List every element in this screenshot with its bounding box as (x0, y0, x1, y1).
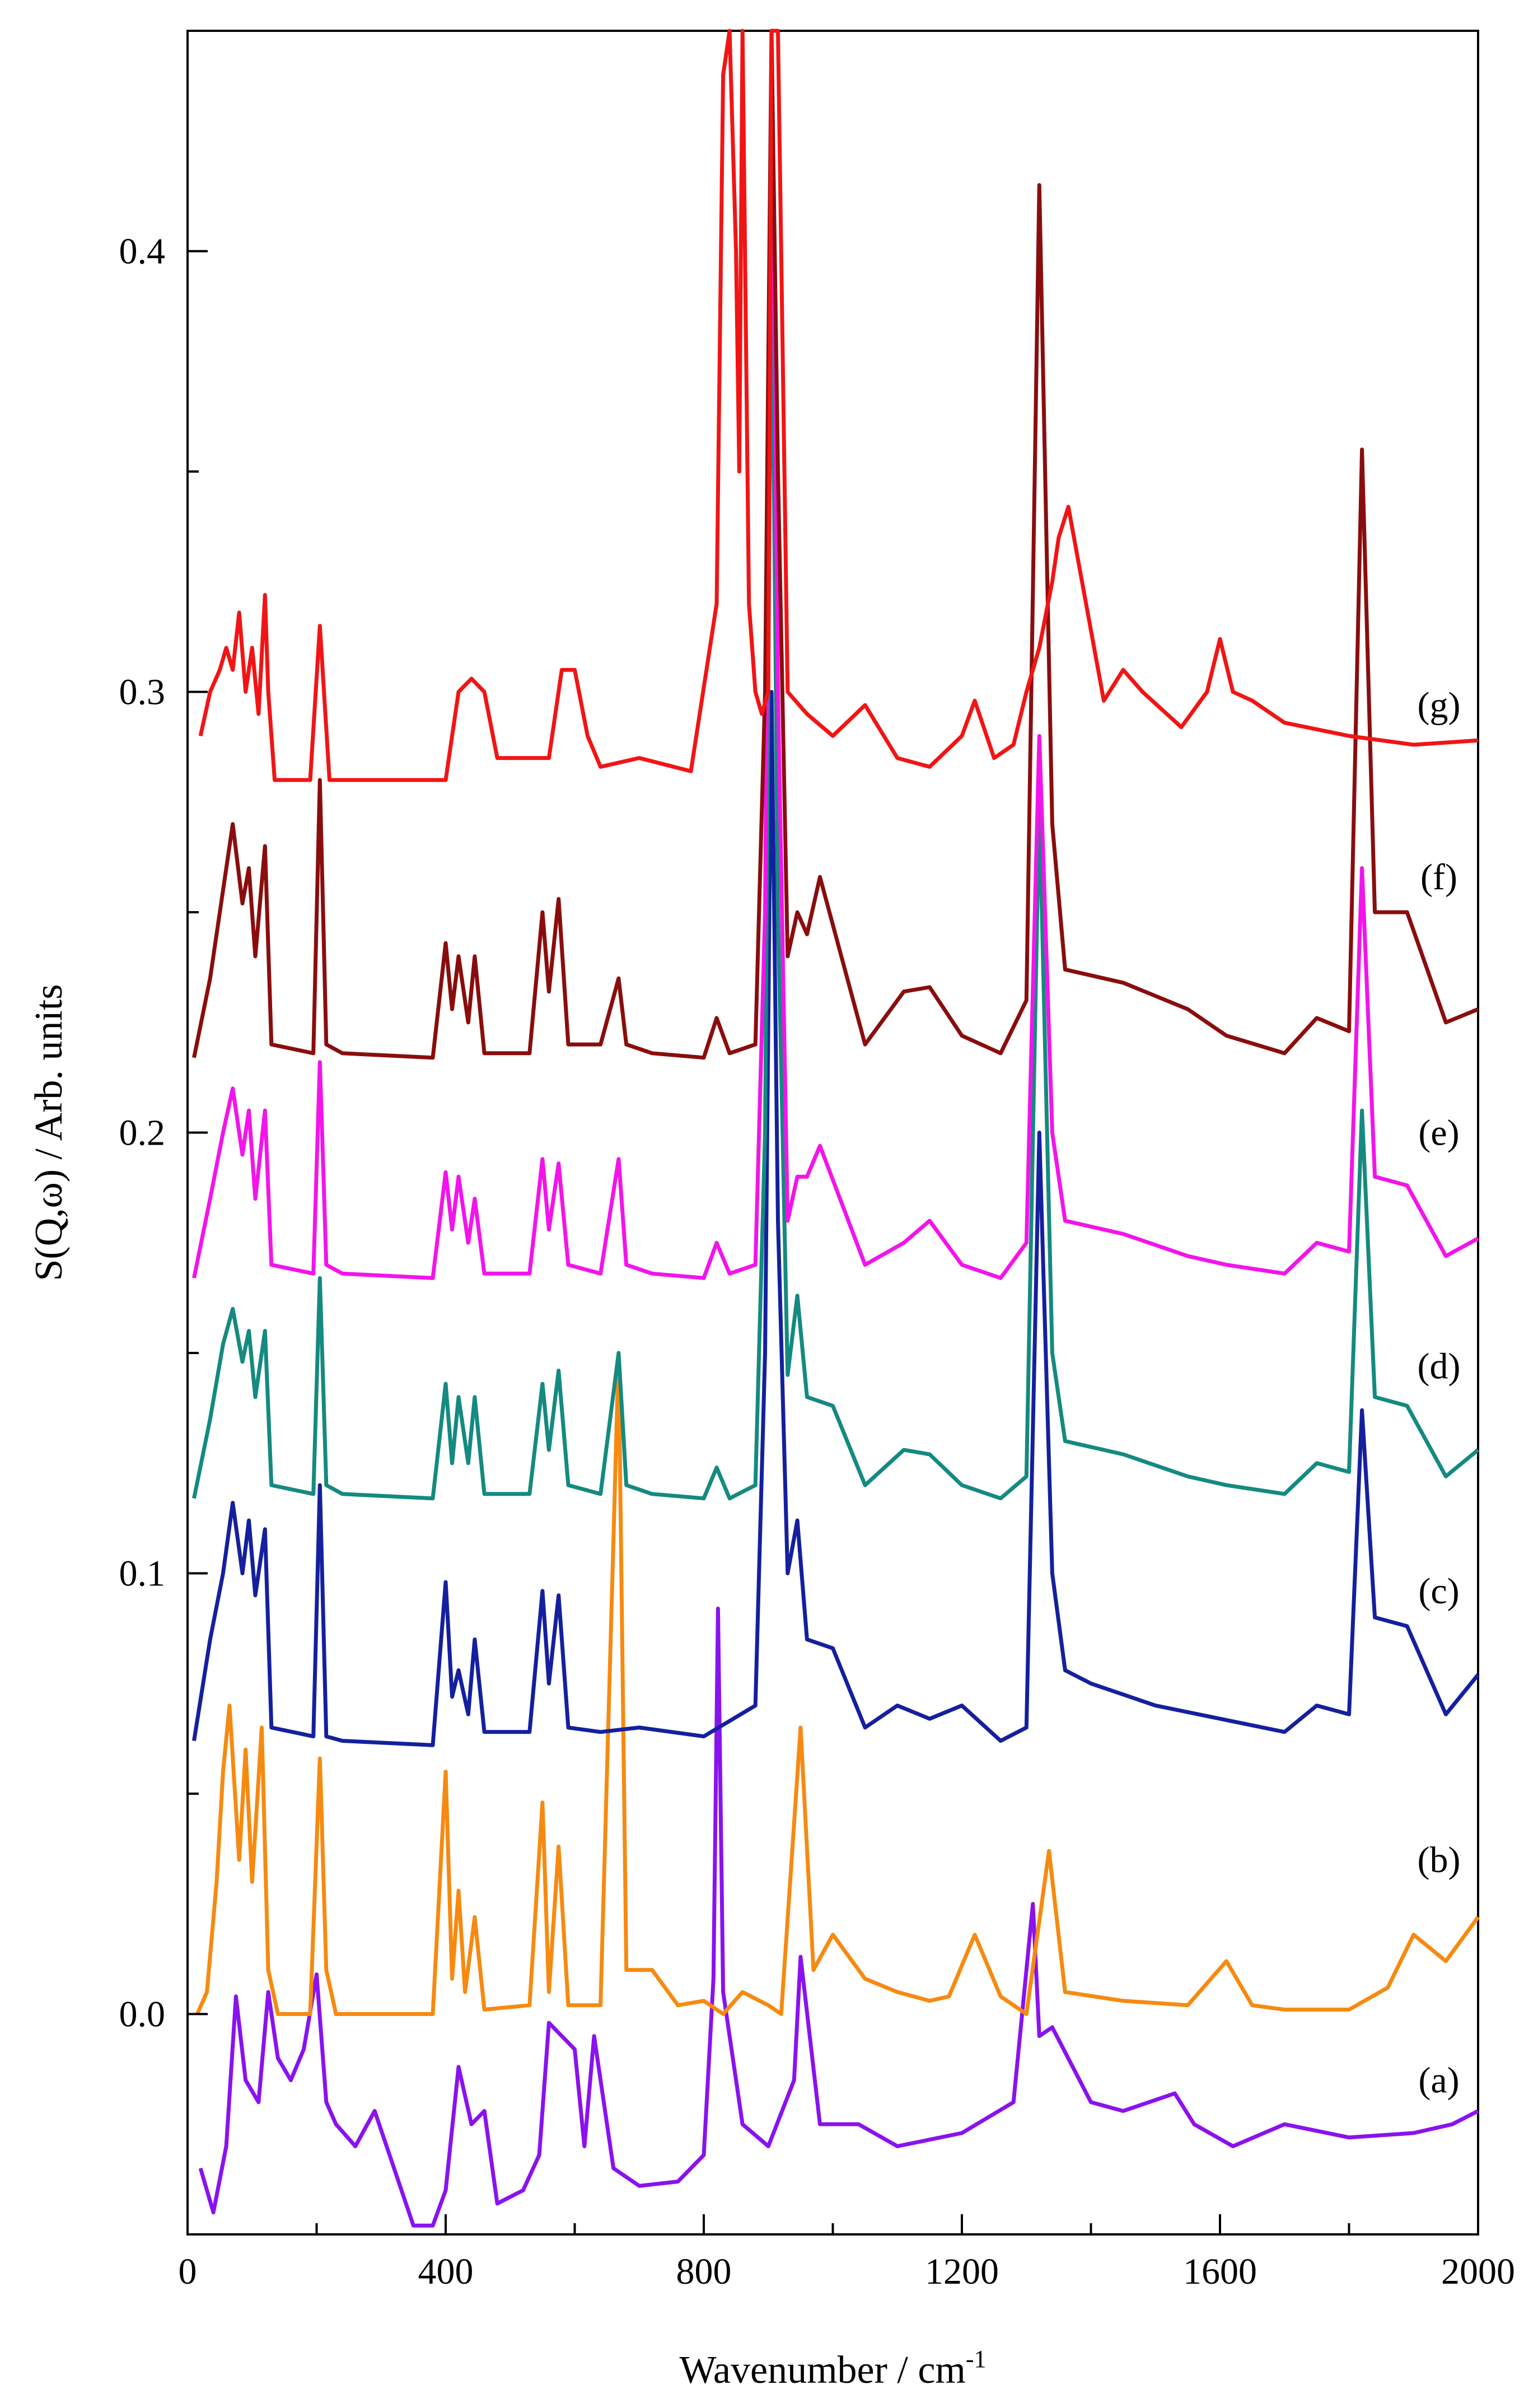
x-tick-label: 0 (179, 2251, 197, 2292)
y-tick-label: 0.2 (119, 1113, 166, 1154)
series-label: (c) (1418, 1571, 1459, 1612)
series-line-g (198, 29, 1479, 782)
series-line-c (192, 690, 1480, 1747)
axis-layer: 0 400 800 1200 1600 2000 0.0 0.1 0.2 0.3 0.4 Wavenu… (27, 30, 1515, 2392)
y-tick-label: 0.4 (119, 231, 166, 272)
plot-frame (186, 30, 1479, 2236)
y-tick-label: 0.0 (119, 1994, 166, 2035)
y-tick-label: 0.1 (119, 1553, 166, 1594)
x-tick-label: 400 (418, 2251, 474, 2292)
series-label: (e) (1418, 1113, 1459, 1154)
x-tick-label: 800 (676, 2251, 732, 2292)
x-tick-label: 2000 (1441, 2251, 1515, 2292)
y-tick-label: 0.3 (119, 672, 166, 713)
series-line-b (195, 1351, 1480, 2016)
series-label: (g) (1418, 685, 1461, 726)
series-line-e (192, 50, 1479, 1280)
series-label: (f) (1420, 857, 1457, 898)
x-tick-label: 1600 (1183, 2251, 1257, 2292)
series-line-f (192, 29, 1479, 1060)
plot-border (186, 30, 1479, 2236)
y-axis-label: S(Q,ω) / Arb. units (27, 984, 71, 1281)
series-label: (d) (1418, 1346, 1461, 1387)
series-label: (a) (1418, 2060, 1459, 2101)
series-line-d (192, 227, 1480, 1501)
label-layer: (a) (b) (c) (d) (e) (f) (g) (1418, 685, 1461, 2101)
x-axis-label: Wavenumber / cm-1 (679, 2345, 986, 2392)
series-layer (192, 29, 1480, 2228)
x-tick-label: 1200 (925, 2251, 999, 2292)
series-label: (b) (1418, 1840, 1461, 1880)
series-line-a (198, 1607, 1479, 2228)
